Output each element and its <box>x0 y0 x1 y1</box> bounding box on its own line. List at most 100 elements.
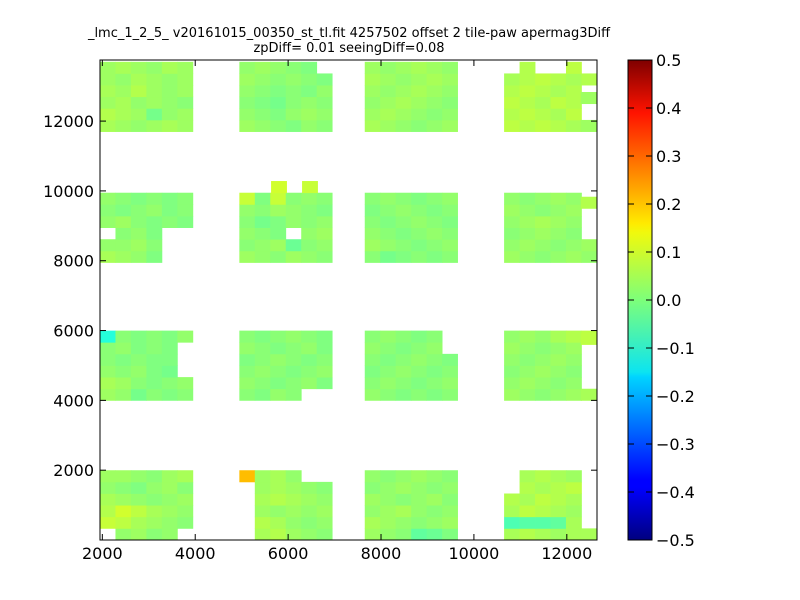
heatmap-cell <box>380 470 397 483</box>
heatmap-cell <box>364 505 381 518</box>
heatmap-cell <box>161 353 178 366</box>
heatmap-cell <box>270 365 287 378</box>
heatmap-cell <box>270 227 287 240</box>
heatmap-cell <box>411 204 428 217</box>
heatmap-cell <box>519 377 536 390</box>
colorbar-tick-label: 0.1 <box>656 243 681 262</box>
heatmap-cell <box>285 73 302 86</box>
heatmap-cell <box>130 342 147 355</box>
heatmap-cell <box>395 377 412 390</box>
heatmap-cell <box>270 330 287 343</box>
heatmap-cell <box>380 192 397 205</box>
heatmap-cell <box>316 342 333 355</box>
heatmap-cell <box>115 73 132 86</box>
heatmap-cell <box>535 505 551 518</box>
heatmap-cell <box>270 192 287 205</box>
heatmap-cell <box>270 528 287 540</box>
heatmap-cell <box>580 196 597 209</box>
heatmap-cell <box>115 330 132 343</box>
heatmap-cell <box>146 493 163 506</box>
heatmap-cell <box>285 192 302 205</box>
heatmap-cell <box>519 353 536 366</box>
heatmap-cell <box>395 85 412 98</box>
heatmap-cell <box>364 353 381 366</box>
heatmap-cell <box>254 388 271 401</box>
heatmap-cell <box>239 204 256 217</box>
heatmap-cell <box>285 528 302 540</box>
heatmap-cell <box>316 239 333 252</box>
heatmap-cell <box>146 215 163 228</box>
heatmap-cell <box>177 493 194 506</box>
heatmap-cell <box>380 215 397 228</box>
heatmap-cell <box>519 365 536 378</box>
heatmap-cell <box>161 192 178 205</box>
heatmap-cell <box>254 505 271 518</box>
heatmap-cell <box>519 192 536 205</box>
heatmap-cell <box>146 108 163 121</box>
heatmap-cell <box>146 342 163 355</box>
heatmap-cell <box>411 85 428 98</box>
heatmap-cell <box>115 493 132 506</box>
heatmap-cell <box>177 505 194 518</box>
heatmap-cell <box>239 250 256 263</box>
heatmap-cell <box>395 481 412 494</box>
heatmap-cell <box>565 73 582 86</box>
heatmap-cell <box>442 481 458 494</box>
heatmap-cell <box>146 73 163 86</box>
heatmap-cell <box>519 528 536 540</box>
heatmap-cell <box>301 215 318 228</box>
heatmap-cell <box>504 377 520 390</box>
heatmap-cell <box>519 470 536 483</box>
heatmap-cell <box>254 85 271 98</box>
heatmap-cell <box>130 215 147 228</box>
heatmap-cell <box>426 470 443 483</box>
heatmap-cell <box>364 192 381 205</box>
heatmap-cell <box>535 215 551 228</box>
heatmap-cell <box>442 96 458 109</box>
heatmap-cell <box>364 239 381 252</box>
heatmap-cell <box>316 481 333 494</box>
heatmap-cell <box>146 119 163 132</box>
heatmap-cell <box>301 61 318 74</box>
heatmap-cell <box>364 365 381 378</box>
heatmap-cell <box>301 377 318 390</box>
heatmap-cell <box>504 227 520 240</box>
heatmap-cell <box>364 85 381 98</box>
heatmap-cell <box>239 365 256 378</box>
heatmap-cell <box>301 96 318 109</box>
chart-title-line1: _lmc_1_2_5_ v20161015_00350_st_tl.fit 42… <box>87 26 611 41</box>
heatmap-cell <box>535 108 551 121</box>
y-tick-label: 6000 <box>53 322 94 341</box>
heatmap-cell <box>316 377 333 390</box>
heatmap-cell <box>364 493 381 506</box>
heatmap-cell <box>316 227 333 240</box>
heatmap-cell <box>115 108 132 121</box>
heatmap-cell <box>519 204 536 217</box>
heatmap-cell <box>411 61 428 74</box>
heatmap-cell <box>550 493 567 506</box>
heatmap-cell <box>239 192 256 205</box>
heatmap-cell <box>442 493 458 506</box>
heatmap-cell <box>426 215 443 228</box>
heatmap-cell <box>395 493 412 506</box>
heatmap-cell <box>285 493 302 506</box>
heatmap-cell <box>580 332 597 345</box>
heatmap-cell <box>395 516 412 529</box>
heatmap-cell <box>316 516 333 529</box>
heatmap-cell <box>270 85 287 98</box>
heatmap-cell <box>565 227 582 240</box>
heatmap-cell <box>380 505 397 518</box>
heatmap-cell <box>535 516 551 529</box>
heatmap-cell <box>565 119 582 132</box>
heatmap-cell <box>130 192 147 205</box>
heatmap-cell <box>301 330 318 343</box>
heatmap-cell <box>442 215 458 228</box>
heatmap-cell <box>426 493 443 506</box>
heatmap-cell <box>100 377 116 390</box>
heatmap-cell <box>270 505 287 518</box>
heatmap-cell <box>270 96 287 109</box>
heatmap-cell <box>535 119 551 132</box>
heatmap-cell <box>550 505 567 518</box>
heatmap-cell <box>535 353 551 366</box>
heatmap-cell <box>519 215 536 228</box>
